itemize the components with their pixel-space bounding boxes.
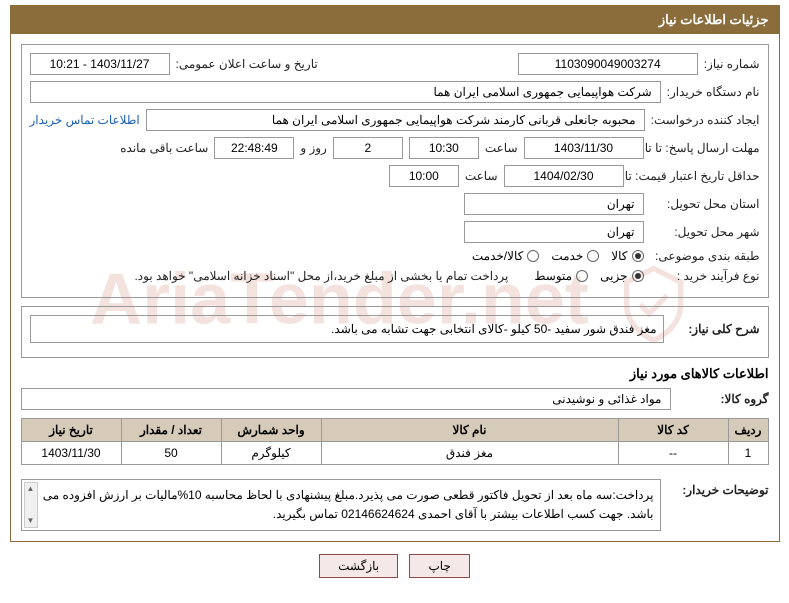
table-row: 1 -- مغز فندق کیلوگرم 50 1403/11/30 [21, 442, 768, 465]
city-label: شهر محل تحویل: [650, 225, 760, 239]
main-container: جزئیات اطلاعات نیاز شماره نیاز: 11030900… [10, 5, 780, 542]
group-value: مواد غذائی و نوشیدنی [21, 388, 671, 410]
buyer-label: نام دستگاه خریدار: [667, 85, 760, 99]
notes-label: توضیحات خریدار: [669, 473, 769, 497]
ann-date-label: تاریخ و ساعت اعلان عمومی: [176, 57, 318, 71]
radio-goods[interactable]: کالا [611, 249, 643, 263]
th-code: کد کالا [618, 419, 728, 442]
radio-icon [576, 270, 588, 282]
time-remain: 22:48:49 [214, 137, 294, 159]
cell-code: -- [618, 442, 728, 465]
notes-text: پرداخت:سه ماه بعد از تحویل فاکتور قطعی ص… [43, 488, 654, 521]
radio-goods-label: کالا [611, 249, 627, 263]
th-date: تاریخ نیاز [21, 419, 121, 442]
cell-row: 1 [728, 442, 768, 465]
group-label: گروه کالا: [679, 392, 769, 406]
req-no-label: شماره نیاز: [704, 57, 760, 71]
creator-value: محبوبه جانعلی قربانی کارمند شرکت هواپیما… [146, 109, 645, 131]
buyer-value: شرکت هواپیمایی جمهوری اسلامی ایران هما [30, 81, 661, 103]
content-area: شماره نیاز: 1103090049003274 تاریخ و ساع… [11, 34, 779, 541]
process-radio-group: جزیی متوسط [534, 269, 643, 283]
row-req-no: شماره نیاز: 1103090049003274 تاریخ و ساع… [30, 53, 760, 75]
radio-icon [632, 250, 644, 262]
province-value: تهران [464, 193, 644, 215]
ann-date-value: 1403/11/27 - 10:21 [30, 53, 170, 75]
page-title: جزئیات اطلاعات نیاز [11, 6, 779, 34]
validity-date: 1404/02/30 [504, 165, 624, 187]
req-no-value: 1103090049003274 [518, 53, 698, 75]
deadline-date: 1403/11/30 [524, 137, 644, 159]
desc-text: مغز فندق شور سفید -50 کیلو -کالای انتخاب… [30, 315, 664, 343]
city-value: تهران [464, 221, 644, 243]
category-label: طبقه بندی موضوعی: [650, 249, 760, 263]
creator-label: ایجاد کننده درخواست: [651, 113, 760, 127]
row-city: شهر محل تحویل: تهران [30, 221, 760, 243]
row-process: نوع فرآیند خرید : جزیی متوسط پرداخت تمام… [30, 269, 760, 283]
row-buyer: نام دستگاه خریدار: شرکت هواپیمایی جمهوری… [30, 81, 760, 103]
row-deadline: مهلت ارسال پاسخ: تا تاریخ: 1403/11/30 سا… [30, 137, 760, 159]
validity-time: 10:00 [389, 165, 459, 187]
button-bar: چاپ بازگشت [0, 554, 789, 578]
deadline-time: 10:30 [409, 137, 479, 159]
row-category: طبقه بندی موضوعی: کالا خدمت کالا/خدمت [30, 249, 760, 263]
notes-wrap: توضیحات خریدار: پرداخت:سه ماه بعد از تحو… [21, 473, 769, 531]
time-label-1: ساعت [485, 141, 518, 155]
table-header-row: ردیف کد کالا نام کالا واحد شمارش تعداد /… [21, 419, 768, 442]
notes-box: پرداخت:سه ماه بعد از تحویل فاکتور قطعی ص… [21, 479, 661, 531]
process-label: نوع فرآیند خرید : [650, 269, 760, 283]
goods-section-title: اطلاعات کالاهای مورد نیاز [21, 366, 769, 382]
validity-label: حداقل تاریخ اعتبار قیمت: تا تاریخ: [630, 169, 760, 183]
cell-name: مغز فندق [321, 442, 618, 465]
radio-icon [632, 270, 644, 282]
desc-label: شرح کلی نیاز: [670, 322, 760, 336]
process-note: پرداخت تمام یا بخشی از مبلغ خرید،از محل … [134, 269, 508, 283]
print-button[interactable]: چاپ [409, 554, 469, 578]
radio-icon [527, 250, 539, 262]
row-creator: ایجاد کننده درخواست: محبوبه جانعلی قربان… [30, 109, 760, 131]
radio-medium[interactable]: متوسط [534, 269, 588, 283]
remain-label: ساعت باقی مانده [120, 141, 208, 155]
scrollbar[interactable] [24, 482, 38, 528]
province-label: استان محل تحویل: [650, 197, 760, 211]
back-button[interactable]: بازگشت [319, 554, 398, 578]
th-unit: واحد شمارش [221, 419, 321, 442]
time-label-2: ساعت [465, 169, 498, 183]
radio-partial[interactable]: جزیی [600, 269, 643, 283]
cell-date: 1403/11/30 [21, 442, 121, 465]
radio-medium-label: متوسط [534, 269, 572, 283]
contact-link[interactable]: اطلاعات تماس خریدار [30, 113, 140, 127]
row-group: گروه کالا: مواد غذائی و نوشیدنی [21, 388, 769, 410]
deadline-label: مهلت ارسال پاسخ: تا تاریخ: [650, 141, 760, 155]
row-province: استان محل تحویل: تهران [30, 193, 760, 215]
days-label: روز و [300, 141, 327, 155]
radio-service[interactable]: خدمت [551, 249, 599, 263]
cell-unit: کیلوگرم [221, 442, 321, 465]
description-box: شرح کلی نیاز: مغز فندق شور سفید -50 کیلو… [21, 306, 769, 358]
th-name: نام کالا [321, 419, 618, 442]
goods-table: ردیف کد کالا نام کالا واحد شمارش تعداد /… [21, 418, 769, 465]
row-validity: حداقل تاریخ اعتبار قیمت: تا تاریخ: 1404/… [30, 165, 760, 187]
radio-gs[interactable]: کالا/خدمت [472, 249, 539, 263]
form-section: شماره نیاز: 1103090049003274 تاریخ و ساع… [21, 44, 769, 298]
radio-partial-label: جزیی [600, 269, 627, 283]
days-remain: 2 [333, 137, 403, 159]
category-radio-group: کالا خدمت کالا/خدمت [472, 249, 644, 263]
th-qty: تعداد / مقدار [121, 419, 221, 442]
radio-service-label: خدمت [551, 249, 583, 263]
radio-icon [587, 250, 599, 262]
radio-gs-label: کالا/خدمت [472, 249, 523, 263]
cell-qty: 50 [121, 442, 221, 465]
th-row: ردیف [728, 419, 768, 442]
